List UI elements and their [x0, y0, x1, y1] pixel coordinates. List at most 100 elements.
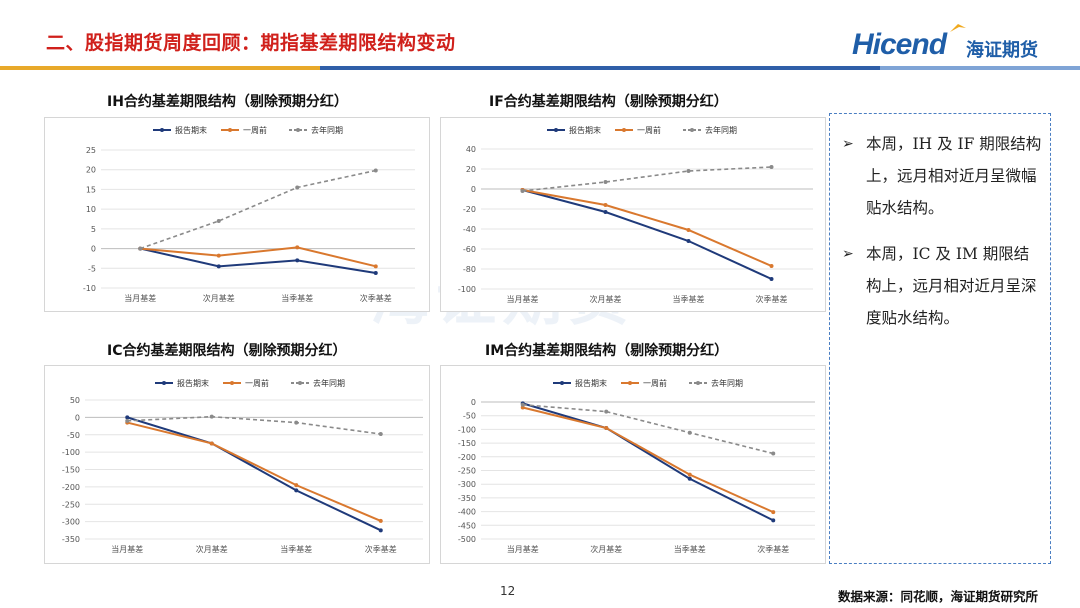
y-tick-label: -250 — [62, 500, 80, 509]
data-point-last-year — [373, 168, 378, 173]
series-line-current — [522, 402, 774, 522]
series-line-current — [126, 416, 382, 532]
legend-label-last-year: 去年同期 — [313, 378, 345, 388]
y-tick-label: -300 — [458, 480, 476, 489]
legend-label-last-year: 去年同期 — [705, 125, 737, 135]
data-point-week-ago — [771, 510, 776, 515]
data-point-current — [378, 528, 383, 533]
x-tick-label: 次月基差 — [196, 544, 228, 554]
y-tick-label: 0 — [75, 413, 80, 422]
commentary-bullet-2: ➢ 本周，IC 及 IM 期限结构上，远月相对近月呈深度贴水结构。 — [842, 238, 1042, 334]
data-point-current — [373, 271, 378, 276]
logo-chinese-name: 海证期货 — [966, 40, 1038, 61]
series-line-week-ago — [522, 406, 774, 514]
logo-swoosh-icon — [950, 24, 966, 32]
chart-title-ih: IH合约基差期限结构（剔除预期分红） — [107, 94, 348, 110]
x-tick-label: 当月基差 — [507, 294, 539, 304]
commentary-box: ➢ 本周，IH 及 IF 期限结构上，远月相对近月呈微幅贴水结构。 ➢ 本周，I… — [829, 113, 1051, 564]
data-point-week-ago — [604, 426, 609, 431]
x-tick-label: 当月基差 — [111, 544, 143, 554]
x-tick-label: 次季基差 — [756, 294, 788, 304]
data-point-week-ago — [216, 253, 221, 258]
data-point-last-year — [378, 432, 383, 437]
y-tick-label: 10 — [86, 205, 96, 214]
data-point-week-ago — [520, 405, 525, 410]
data-point-current — [686, 239, 691, 243]
data-point-week-ago — [294, 483, 299, 488]
x-tick-label: 次季基差 — [360, 293, 392, 303]
legend-label-last-year: 去年同期 — [311, 125, 343, 135]
data-point-week-ago — [295, 245, 300, 250]
commentary-bullet-1: ➢ 本周，IH 及 IF 期限结构上，远月相对近月呈微幅贴水结构。 — [842, 128, 1042, 224]
logo-wordmark: Hicend — [852, 28, 947, 61]
data-point-last-year — [209, 414, 214, 419]
series-line-week-ago — [522, 189, 772, 267]
data-point-last-year — [603, 180, 608, 184]
data-point-last-year — [295, 185, 300, 190]
data-point-week-ago — [603, 203, 608, 207]
data-point-current — [769, 277, 774, 281]
data-point-current — [295, 258, 300, 263]
data-point-week-ago — [378, 518, 383, 523]
data-point-current — [687, 476, 692, 481]
y-tick-label: -150 — [62, 466, 80, 475]
y-tick-label: 50 — [70, 396, 80, 405]
data-point-current — [216, 264, 221, 269]
y-tick-label: -150 — [458, 439, 476, 448]
y-tick-label: -100 — [458, 285, 476, 294]
arrow-bullet-icon: ➢ — [842, 136, 854, 152]
y-tick-label: 20 — [86, 166, 96, 175]
data-point-last-year — [520, 402, 525, 407]
y-tick-label: -350 — [62, 535, 80, 544]
legend-marker-current — [554, 128, 558, 132]
legend-marker-current — [162, 381, 166, 385]
chart-title-ic: IC合约基差期限结构（剔除预期分红） — [107, 343, 347, 359]
legend-marker-week-ago — [230, 381, 234, 385]
legend-marker-last-year — [696, 381, 700, 385]
header-stripe-blue — [320, 66, 880, 70]
y-tick-label: 0 — [471, 185, 476, 194]
y-tick-label: -20 — [463, 205, 476, 214]
chart-title-im: IM合约基差期限结构（剔除预期分红） — [485, 343, 729, 359]
legend-label-week-ago: 一周前 — [643, 378, 667, 388]
series-line-week-ago — [127, 421, 382, 522]
y-tick-label: -200 — [458, 453, 476, 462]
data-point-current — [294, 488, 299, 493]
data-point-current — [603, 210, 608, 214]
chart-panel-ic: -350 -300 -250 -200 -150 -100 -50 0 50 当月基差 次月基差 当季… — [44, 365, 430, 564]
y-tick-label: 0 — [471, 398, 476, 407]
y-tick-label: 5 — [91, 225, 96, 234]
x-tick-label: 当季基差 — [673, 294, 705, 304]
slide-title: 二、股指期货周度回顾：期指基差期限结构变动 — [46, 32, 456, 54]
commentary-text-1: 本周，IH 及 IF 期限结构上，远月相对近月呈微幅贴水结构。 — [866, 135, 1042, 217]
chart-panel-ih: -10 -5 0 5 10 15 20 25 当月基差 次月基差 当季基差 次季基差 报告期末 一周前 去年… — [44, 117, 430, 312]
y-tick-label: -400 — [458, 508, 476, 517]
chart-ih: -10 -5 0 5 10 15 20 25 当月基差 次月基差 当季基差 次季基差 报告期末 一周前 去年… — [83, 125, 415, 303]
y-tick-label: 15 — [86, 185, 96, 194]
x-tick-label: 当月基差 — [124, 293, 156, 303]
chart-im: -500-450-400-350-300-250-200-150-100-500… — [458, 378, 815, 554]
chart-ic: -350 -300 -250 -200 -150 -100 -50 0 50 当月基差 次月基差 当季… — [62, 378, 423, 554]
series-line-last-year — [522, 403, 774, 455]
y-tick-label: -10 — [83, 284, 96, 293]
page-number: 12 — [500, 584, 516, 598]
legend-marker-week-ago — [228, 128, 232, 132]
chart-if: -100 -80 -60 -40 -20 0 20 40 当月基差 次月基差 当季基差 次季基差 报告期… — [458, 125, 813, 304]
y-tick-label: -500 — [458, 535, 476, 544]
chart-panel-im: -500 -450 -400 -350 -300 -250 -200 -150 -100 -50 0… — [440, 365, 826, 564]
data-point-last-year — [520, 189, 525, 193]
company-logo: Hicend 海证期货 — [852, 22, 1062, 66]
legend-label-week-ago: 一周前 — [243, 125, 267, 135]
x-tick-label: 次季基差 — [757, 544, 789, 554]
y-tick-label: -350 — [458, 494, 476, 503]
data-point-last-year — [125, 418, 130, 423]
x-tick-label: 当季基差 — [280, 544, 312, 554]
legend-label-current: 报告期末 — [569, 125, 601, 135]
data-point-week-ago — [769, 264, 774, 268]
header-stripe-gold — [0, 66, 320, 70]
legend-marker-last-year — [690, 128, 694, 132]
chart-panel-if: -100 -80 -60 -40 -20 0 20 40 当月基差 次月基差 当季基差 次季基差 报告期… — [440, 117, 826, 312]
y-tick-label: 20 — [466, 165, 476, 174]
data-point-current — [771, 518, 776, 523]
legend-marker-current — [560, 381, 564, 385]
